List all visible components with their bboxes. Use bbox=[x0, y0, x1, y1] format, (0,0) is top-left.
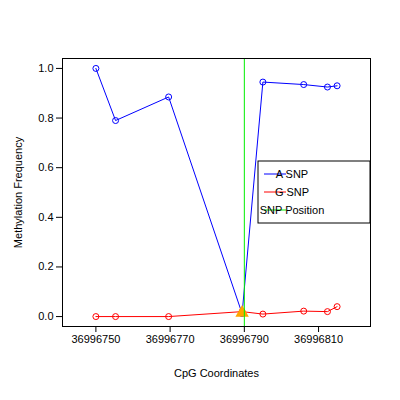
svg-text:0.6: 0.6 bbox=[38, 161, 53, 173]
svg-text:CpG Coordinates: CpG Coordinates bbox=[174, 367, 259, 379]
svg-text:0.4: 0.4 bbox=[38, 211, 53, 223]
svg-text:0.2: 0.2 bbox=[38, 260, 53, 272]
svg-text:36996750: 36996750 bbox=[71, 333, 120, 345]
svg-text:36996770: 36996770 bbox=[146, 333, 195, 345]
svg-text:0.8: 0.8 bbox=[38, 112, 53, 124]
svg-text:A SNP: A SNP bbox=[276, 168, 308, 180]
svg-text:G SNP: G SNP bbox=[275, 186, 309, 198]
svg-text:36996810: 36996810 bbox=[294, 333, 343, 345]
svg-text:1.0: 1.0 bbox=[38, 62, 53, 74]
svg-text:Methylation Frequency: Methylation Frequency bbox=[12, 136, 24, 248]
svg-text:SNP Position: SNP Position bbox=[260, 204, 325, 216]
svg-text:0.0: 0.0 bbox=[38, 310, 53, 322]
svg-text:36996790: 36996790 bbox=[220, 333, 269, 345]
